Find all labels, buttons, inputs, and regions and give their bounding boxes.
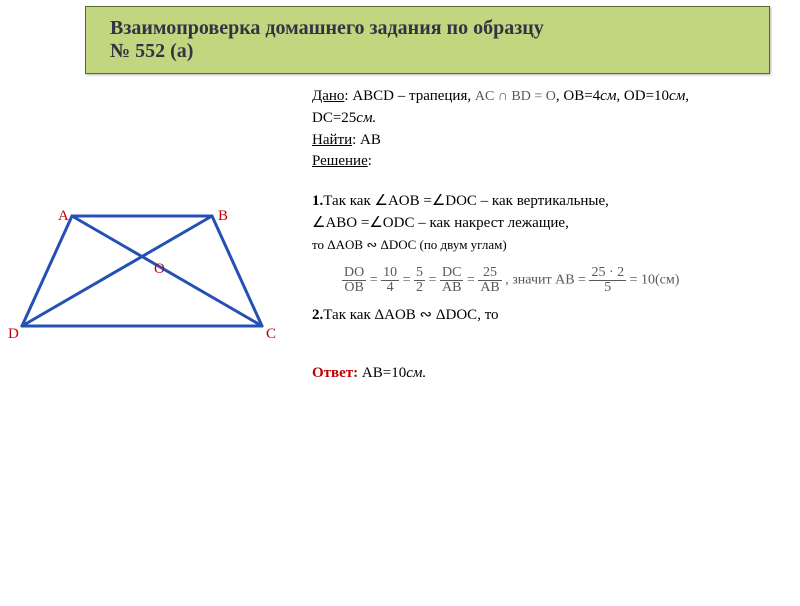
vertex-label-O: O [154, 261, 165, 278]
given-intersect: AC ∩ BD = O [475, 89, 556, 104]
vertex-label-B: B [218, 208, 228, 225]
frac1: DOOB [342, 266, 366, 295]
given-prefix: : АВСD – трапеция, [344, 88, 474, 104]
cm2: см [669, 88, 685, 104]
answer-text: АВ=10 [358, 365, 406, 381]
cm3: см. [356, 110, 376, 126]
step2-num: 2. [312, 307, 323, 323]
find-block: Найти: АВ [312, 130, 768, 152]
solution-label: Решение [312, 153, 368, 169]
solution-label-block: Решение: [312, 151, 768, 173]
find-text: : АВ [352, 132, 381, 148]
frac6: 25 · 25 [589, 266, 626, 295]
given-block: Дано: АВСD – трапеция, AC ∩ BD = O, OВ=4… [312, 86, 768, 130]
find-label: Найти [312, 132, 352, 148]
frac5: 25AB [478, 266, 501, 295]
ratio-result: = 10(см) [630, 273, 680, 288]
step1-line3: то ΔAOB ∾ ΔDOC (по двум углам) [312, 237, 507, 252]
step1-line2: ∠ABO =∠ODC – как накрест лежащие, [312, 215, 569, 231]
vertex-label-D: D [8, 326, 19, 343]
step1-line1: Так как ∠AOB =∠DOC – как вертикальные, [323, 193, 609, 209]
step2-text: Так как ΔAOB ∾ ΔDOC, то [323, 307, 498, 323]
step1-block: 1.Так как ∠AOB =∠DOC – как вертикальные,… [312, 191, 768, 256]
header-title: Взаимопроверка домашнего задания по обра… [110, 17, 745, 40]
given-od: , OD=10 [616, 88, 669, 104]
answer-block: Ответ: АВ=10см. [312, 363, 768, 385]
step1-num: 1. [312, 193, 323, 209]
content-row: A B C D O Дано: АВСD – трапеция, AC ∩ BD = O… [0, 86, 800, 385]
vertex-label-C: C [266, 326, 276, 343]
vertex-label-A: A [58, 208, 69, 225]
cm1: см [600, 88, 616, 104]
answer-label: Ответ: [312, 365, 358, 381]
header-banner: Взаимопроверка домашнего задания по обра… [85, 6, 770, 74]
trapezoid-svg [12, 186, 292, 366]
frac2: 104 [381, 266, 399, 295]
given-label: Дано [312, 88, 344, 104]
ratio-mid: , значит AB = [505, 273, 586, 288]
ratio-block: DOOB = 104 = 52 = DCAB = 25AB , значит A… [312, 256, 768, 305]
solution-text: Дано: АВСD – трапеция, AC ∩ BD = O, OВ=4… [312, 86, 788, 385]
header-number: № 552 (а) [110, 40, 745, 63]
answer-unit: см. [406, 365, 426, 381]
frac3: 52 [414, 266, 425, 295]
given-dc: DC=25 [312, 110, 356, 126]
trapezoid-figure: ABCDO [12, 86, 312, 385]
frac4: DCAB [440, 266, 463, 295]
step2-block: 2.Так как ΔAOB ∾ ΔDOC, то [312, 305, 768, 327]
given-suffix: , OВ=4 [556, 88, 600, 104]
